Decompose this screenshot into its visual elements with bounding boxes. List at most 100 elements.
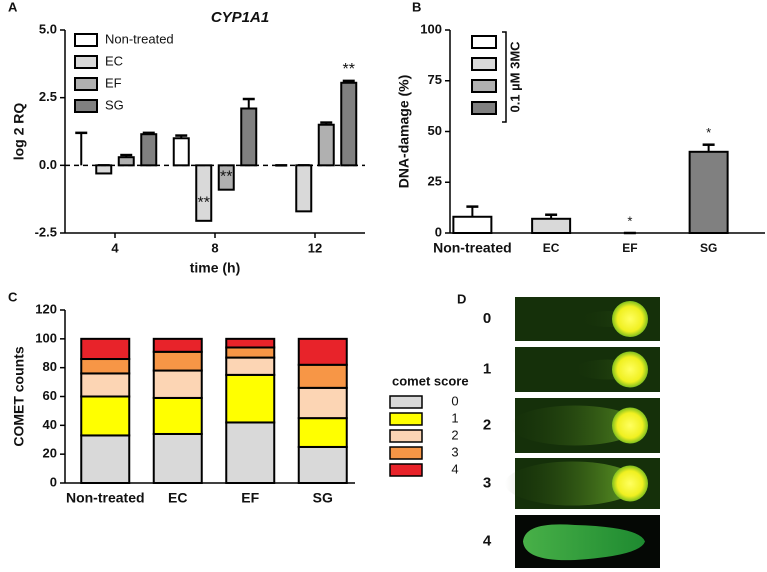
legend-swatch xyxy=(389,446,423,460)
bar-segment xyxy=(225,346,276,359)
bar-segment xyxy=(80,372,131,398)
legend-title: comet score xyxy=(392,373,469,388)
comet-score-label: 2 xyxy=(483,416,491,433)
y-axis-label: log 2 RQ xyxy=(11,103,27,161)
legend-title: 0.1 µM 3MC xyxy=(507,41,522,113)
legend-swatch xyxy=(74,33,98,47)
comet-tail xyxy=(510,405,640,446)
legend-swatch xyxy=(389,395,423,409)
bar-segment xyxy=(225,373,276,424)
legend-swatch xyxy=(74,55,98,69)
x-tick-label: EC xyxy=(168,490,187,506)
x-tick-label: SG xyxy=(700,241,717,255)
panel-label: C xyxy=(8,289,18,304)
comet-body xyxy=(523,524,645,561)
comet-score-label: 3 xyxy=(483,474,491,491)
panel-label: B xyxy=(412,0,421,14)
bar-segment xyxy=(80,395,131,437)
comet-score-label: 0 xyxy=(483,310,491,327)
comet-head xyxy=(612,301,648,337)
legend-label: EC xyxy=(105,53,123,68)
bar-segment xyxy=(152,337,203,353)
bar-segment xyxy=(297,363,348,389)
comet-score-label: 4 xyxy=(483,532,492,549)
y-tick-label: 5.0 xyxy=(39,21,57,36)
bar xyxy=(340,81,358,167)
chart-title: CYP1A1 xyxy=(211,9,269,26)
annotation: * xyxy=(706,125,711,140)
legend-swatch xyxy=(74,99,98,113)
bar-segment xyxy=(225,337,276,349)
y-tick-label: 25 xyxy=(428,174,442,189)
y-tick-label: 50 xyxy=(428,123,442,138)
bar-segment xyxy=(80,337,131,361)
y-tick-label: 2.5 xyxy=(39,89,57,104)
bar xyxy=(95,164,113,175)
y-axis-label: COMET counts xyxy=(11,346,27,447)
bar-segment xyxy=(152,369,203,399)
comet-tail xyxy=(505,461,640,506)
y-tick-label: 20 xyxy=(43,446,57,461)
legend-label: 0 xyxy=(451,393,458,408)
legend-swatch xyxy=(471,57,497,71)
legend-label: 1 xyxy=(451,410,458,425)
bar-segment xyxy=(80,358,131,375)
bar xyxy=(117,156,135,167)
bar xyxy=(317,123,335,167)
legend-swatch xyxy=(389,463,423,477)
bar xyxy=(531,217,572,234)
legend-label: EF xyxy=(105,75,122,90)
annotation: ** xyxy=(343,61,355,78)
bar-segment xyxy=(80,434,131,484)
x-axis-label: time (h) xyxy=(190,260,241,276)
y-axis-label: DNA-damage (%) xyxy=(396,75,412,189)
legend-swatch xyxy=(389,412,423,426)
legend-swatch xyxy=(471,101,497,115)
y-tick-label: 75 xyxy=(428,72,442,87)
x-tick-label: Non-treated xyxy=(66,490,145,506)
panel-label: A xyxy=(8,0,18,14)
y-tick-label: 100 xyxy=(420,21,442,36)
bar-segment xyxy=(152,432,203,485)
annotation: * xyxy=(627,213,632,228)
comet-score-label: 1 xyxy=(483,360,491,377)
bar-segment xyxy=(152,396,203,435)
legend-label: 3 xyxy=(451,444,458,459)
legend-swatch xyxy=(471,79,497,93)
y-tick-label: 0 xyxy=(435,224,442,239)
legend-label: Non-treated xyxy=(105,31,174,46)
bar xyxy=(688,150,729,234)
y-tick-label: 100 xyxy=(35,330,57,345)
bar xyxy=(240,107,258,167)
y-tick-label: 0 xyxy=(50,474,57,489)
bar-segment xyxy=(152,350,203,372)
x-tick-label: 4 xyxy=(111,240,119,255)
annotation: ** xyxy=(220,169,232,186)
bar xyxy=(217,164,235,191)
bar xyxy=(452,215,493,234)
bar xyxy=(140,133,158,167)
legend-swatch xyxy=(389,429,423,443)
bar-segment xyxy=(225,421,276,485)
x-tick-label: 12 xyxy=(308,240,322,255)
x-tick-label: EC xyxy=(543,241,560,255)
x-tick-label: EF xyxy=(622,241,637,255)
x-tick-label: Non-treated xyxy=(433,240,512,256)
comet-head xyxy=(612,351,648,388)
bar-segment xyxy=(297,386,348,420)
y-tick-label: 40 xyxy=(43,417,57,432)
annotation: ** xyxy=(198,194,210,211)
legend-label: 2 xyxy=(451,427,458,442)
comet-head xyxy=(612,465,648,502)
x-tick-label: EF xyxy=(241,490,259,506)
comet-head xyxy=(612,407,648,444)
legend-bracket xyxy=(502,31,507,123)
y-tick-label: 80 xyxy=(43,359,57,374)
x-tick-label: SG xyxy=(313,490,333,506)
bar xyxy=(295,164,313,213)
bar-segment xyxy=(225,356,276,376)
y-tick-label: 120 xyxy=(35,301,57,316)
bar xyxy=(172,137,190,167)
y-tick-label: 0.0 xyxy=(39,157,57,172)
